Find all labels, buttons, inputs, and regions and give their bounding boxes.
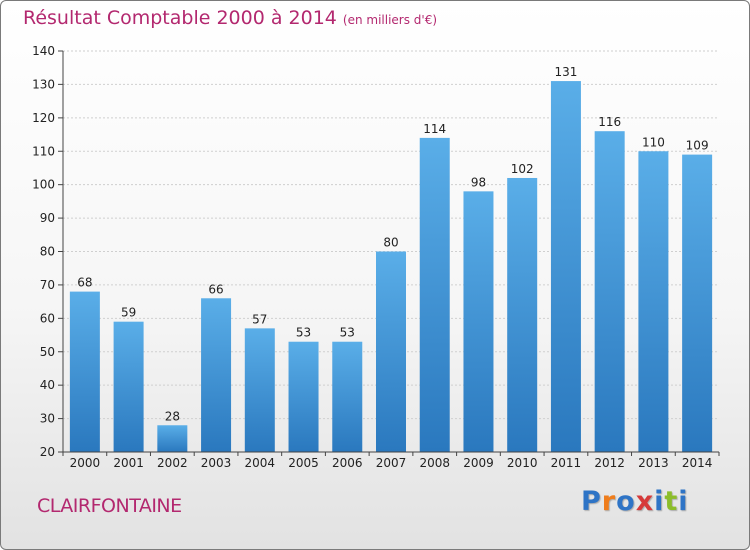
bar-2007 <box>376 251 406 452</box>
brand-letter: o <box>616 486 636 517</box>
value-label-2005: 53 <box>296 326 311 340</box>
x-tick-label-2001: 2001 <box>113 456 144 470</box>
value-labels: 68 59 28 66 57 53 53 80 114 98 102 131 116 110 109 <box>77 65 708 423</box>
y-tick-label: 120 <box>32 111 55 125</box>
bar-2001 <box>113 321 144 452</box>
value-label-2014: 109 <box>686 139 709 153</box>
bar-2002 <box>157 425 188 452</box>
y-tick-label: 70 <box>40 278 55 292</box>
bar-2006 <box>332 341 363 452</box>
x-tick-label-2010: 2010 <box>507 456 538 470</box>
axes: 20 30 40 50 60 70 80 90 100 110 120 130 140 2000 2001 2… <box>32 44 720 470</box>
y-tick-label: 80 <box>40 245 55 259</box>
bars <box>69 81 713 452</box>
x-tick-label-2008: 2008 <box>419 456 450 470</box>
brand-logo: Proxiti <box>581 486 689 517</box>
y-tick-label: 60 <box>40 311 55 325</box>
bar-2011 <box>550 81 581 452</box>
y-tick-label: 130 <box>32 77 55 91</box>
y-tick-label: 100 <box>32 178 55 192</box>
value-label-2010: 102 <box>511 162 534 176</box>
commune-name: CLAIRFONTAINE <box>37 495 182 517</box>
x-tick-label-2007: 2007 <box>376 456 407 470</box>
bar-2004 <box>244 328 275 452</box>
brand-letter: r <box>601 486 617 517</box>
value-label-2002: 28 <box>165 409 180 423</box>
bar-2003 <box>201 298 232 452</box>
value-label-2001: 59 <box>121 306 136 320</box>
y-tick-label: 30 <box>40 412 55 426</box>
y-tick-label: 50 <box>40 345 55 359</box>
value-label-2007: 80 <box>383 236 398 250</box>
brand-letter: x <box>635 486 655 517</box>
y-tick-label: 110 <box>32 144 55 158</box>
x-tick-label-2000: 2000 <box>70 456 101 470</box>
x-tick-label-2014: 2014 <box>682 456 713 470</box>
value-label-2008: 114 <box>423 122 446 136</box>
bar-2012 <box>594 131 625 452</box>
value-label-2004: 57 <box>252 312 267 326</box>
bar-2009 <box>463 191 494 452</box>
y-tick-label: 140 <box>32 44 55 58</box>
x-tick-label-2011: 2011 <box>551 456 582 470</box>
x-tick-label-2002: 2002 <box>157 456 188 470</box>
value-label-2013: 110 <box>642 135 665 149</box>
bar-2013 <box>638 151 669 452</box>
bar-2014 <box>682 154 713 452</box>
chart-title-text: Résultat Comptable 2000 à 2014 <box>23 7 337 29</box>
y-tick-label: 90 <box>40 211 55 225</box>
brand-letter: t <box>664 486 679 517</box>
value-label-2003: 66 <box>208 282 223 296</box>
bar-2010 <box>507 177 538 452</box>
chart-subtitle: (en milliers d'€) <box>342 13 438 27</box>
x-tick-label-2009: 2009 <box>463 456 494 470</box>
y-tick-label: 40 <box>40 378 55 392</box>
value-label-2012: 116 <box>598 115 621 129</box>
brand-letter: i <box>678 486 689 517</box>
x-tick-label-2013: 2013 <box>638 456 669 470</box>
value-label-2009: 98 <box>471 175 486 189</box>
bar-2008 <box>419 137 450 452</box>
bar-2000 <box>69 291 100 452</box>
brand-letter: P <box>581 486 602 517</box>
x-tick-label-2004: 2004 <box>245 456 276 470</box>
x-tick-label-2003: 2003 <box>201 456 232 470</box>
brand-letter: i <box>654 486 665 517</box>
x-tick-label-2005: 2005 <box>288 456 319 470</box>
value-label-2006: 53 <box>340 326 355 340</box>
x-tick-label-2006: 2006 <box>332 456 363 470</box>
x-tick-label-2012: 2012 <box>594 456 625 470</box>
value-label-2011: 131 <box>554 65 577 79</box>
value-label-2000: 68 <box>77 276 92 290</box>
bar-2005 <box>288 341 319 452</box>
chart-title: Résultat Comptable 2000 à 2014 (en millie… <box>23 7 437 29</box>
y-tick-label: 20 <box>40 445 55 459</box>
